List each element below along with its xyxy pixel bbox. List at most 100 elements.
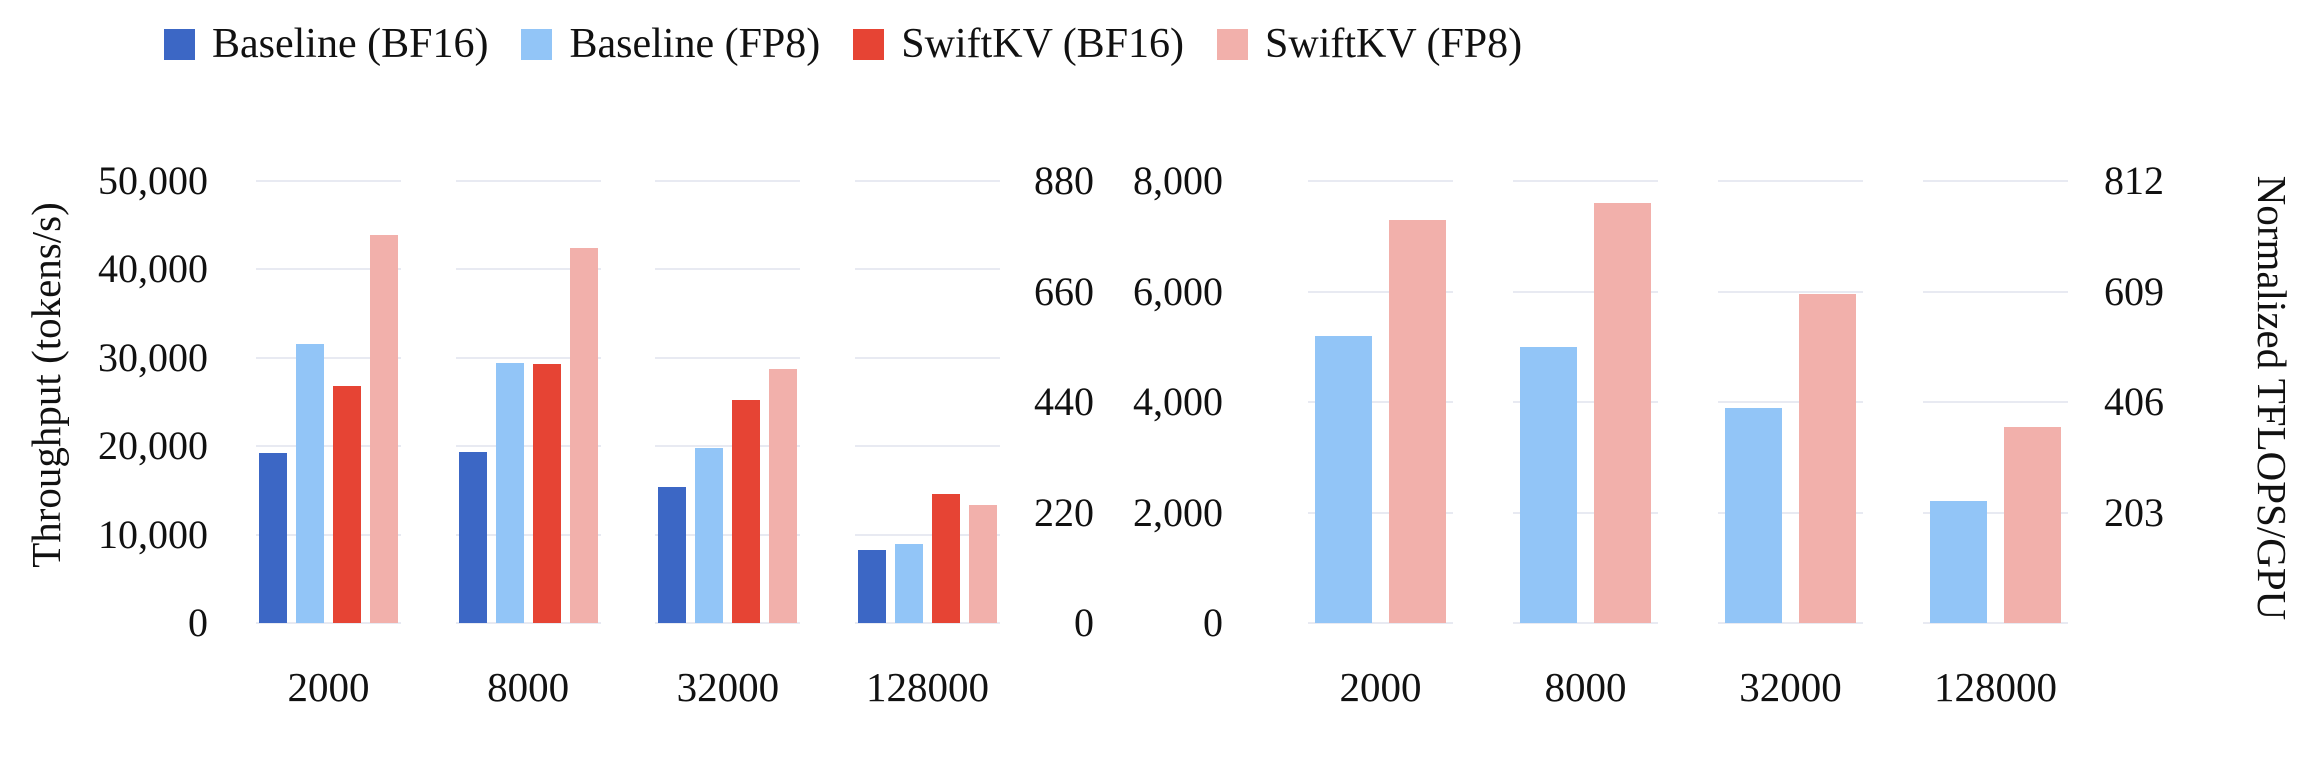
- category-group: [455, 180, 601, 624]
- x-category-label: 32000: [1739, 664, 1842, 710]
- gridline: [655, 533, 801, 536]
- bar-swiftkv-fp8: [1799, 294, 1856, 623]
- gridline: [854, 533, 1000, 536]
- legend-label: Baseline (FP8): [569, 21, 821, 67]
- x-category-label: 128000: [865, 664, 989, 710]
- x-category-label: 8000: [1544, 664, 1627, 710]
- axis-tick-label: 30,000: [98, 334, 208, 380]
- category-group: [1718, 180, 1863, 624]
- category-group: [655, 180, 801, 624]
- legend-label: SwiftKV (FP8): [1265, 21, 1523, 67]
- bar-baseline-fp8: [1520, 346, 1577, 623]
- gridline: [1513, 290, 1658, 293]
- legend-swatch-icon: [164, 28, 195, 60]
- gridline: [1308, 180, 1453, 182]
- bar-baseline-bf16: [458, 452, 487, 623]
- axis-tick-label: 0: [1074, 600, 1094, 645]
- bar-baseline-fp8: [695, 447, 724, 623]
- bar-swiftkv-fp8: [2004, 426, 2061, 623]
- legend-swatch-icon: [1217, 28, 1249, 60]
- gridline: [1308, 290, 1453, 293]
- tflops-x-axis-labels: 2000 8000 32000 128000: [1308, 663, 2068, 711]
- throughput-chart: [256, 180, 1000, 624]
- gridline: [256, 533, 401, 536]
- tflops-right-axis-ticks: 812 609 406 203: [2104, 159, 2224, 623]
- bar-baseline-fp8: [296, 343, 324, 623]
- gridline: [655, 445, 801, 448]
- gridline: [1923, 401, 2068, 403]
- axis-tick-label: 609: [2104, 268, 2164, 314]
- gridline: [854, 268, 1000, 271]
- x-category-label: 2000: [287, 664, 370, 710]
- gridline: [854, 622, 1000, 624]
- gridline: [1513, 401, 1658, 403]
- gridline: [1513, 622, 1658, 624]
- axis-tick-label: 440: [1034, 379, 1094, 424]
- bar-swiftkv-fp8: [968, 504, 997, 623]
- gridline: [455, 445, 601, 448]
- gridline: [1718, 622, 1863, 624]
- axis-tick-label: 20,000: [98, 423, 208, 469]
- gridline: [1923, 622, 2068, 624]
- category-group: [1513, 180, 1658, 624]
- gridline: [1923, 290, 2068, 293]
- gridline: [256, 268, 401, 271]
- axis-tick-label: 10,000: [98, 511, 208, 557]
- axis-tick-label: 406: [2104, 379, 2164, 424]
- axis-tick-label: 6,000: [1133, 268, 1223, 314]
- legend-label: SwiftKV (BF16): [901, 21, 1185, 67]
- bar-baseline-bf16: [658, 486, 687, 623]
- gridline: [655, 180, 801, 182]
- axis-tick-label: 40,000: [98, 246, 208, 292]
- bar-swiftkv-bf16: [931, 493, 960, 623]
- axis-tick-label: 220: [1034, 489, 1094, 535]
- gridline: [655, 268, 801, 271]
- bar-baseline-bf16: [259, 453, 287, 623]
- axis-tick-label: 203: [2104, 489, 2164, 535]
- bar-swiftkv-fp8: [569, 248, 598, 623]
- bar-swiftkv-bf16: [732, 400, 761, 623]
- axis-tick-label: 2,000: [1133, 489, 1223, 535]
- gridline: [1308, 511, 1453, 514]
- gridline: [455, 268, 601, 271]
- gridline: [256, 445, 401, 448]
- x-category-label: 32000: [676, 664, 780, 710]
- gridline: [455, 356, 601, 359]
- gridline: [455, 533, 601, 536]
- throughput-right-axis-ticks: 880 660 440 220 0: [974, 159, 1094, 645]
- bar-baseline-bf16: [857, 549, 886, 623]
- category-group: [854, 180, 1000, 624]
- tflops-left-axis-ticks: 8,000 6,000 4,000 2,000 0: [1095, 159, 1223, 645]
- gridline: [1923, 511, 2068, 514]
- category-group: [256, 180, 401, 624]
- legend-swatch-icon: [853, 28, 885, 60]
- legend-item: Baseline (FP8): [521, 20, 820, 68]
- bar-swiftkv-fp8: [1594, 203, 1651, 623]
- axis-tick-label: 0: [188, 600, 208, 645]
- tflops-chart: [1308, 180, 2068, 624]
- axis-tick-label: 50,000: [98, 158, 208, 203]
- bar-swiftkv-fp8: [769, 369, 798, 623]
- chart-legend: Baseline (BF16) Baseline (FP8) SwiftKV (BF…: [164, 20, 1522, 68]
- bar-swiftkv-bf16: [532, 364, 561, 623]
- gridline: [455, 180, 601, 182]
- legend-swatch-icon: [521, 28, 553, 60]
- category-group: [1308, 180, 1453, 624]
- gridline: [854, 445, 1000, 448]
- bar-baseline-fp8: [495, 363, 524, 623]
- throughput-left-axis-ticks: 50,000 40,000 30,000 20,000 10,000 0: [60, 159, 208, 645]
- legend-item: SwiftKV (FP8): [1217, 20, 1522, 68]
- throughput-x-axis-labels: 2000 8000 32000 128000: [256, 663, 1000, 711]
- right-y-axis-title: Normalized TFLOPS/GPU: [2249, 175, 2295, 621]
- gridline: [256, 356, 401, 359]
- axis-tick-label: 660: [1034, 268, 1094, 314]
- gridline: [1718, 180, 1863, 182]
- bar-baseline-fp8: [894, 544, 923, 623]
- gridline: [655, 622, 801, 624]
- x-category-label: 2000: [1339, 664, 1422, 710]
- gridline: [1718, 290, 1863, 293]
- axis-tick-label: 0: [1203, 600, 1223, 645]
- gridline: [1923, 180, 2068, 182]
- gridline: [854, 180, 1000, 182]
- bar-swiftkv-fp8: [1389, 219, 1446, 623]
